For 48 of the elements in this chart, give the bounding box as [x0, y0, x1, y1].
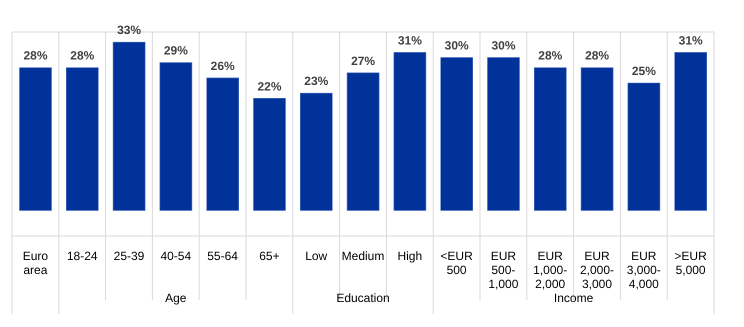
- x-tick-label: 25-39: [114, 249, 145, 263]
- x-tick-label: 40-54: [160, 249, 192, 263]
- x-tick-label: <EUR 500: [440, 249, 474, 277]
- x-tick-label: 65+: [259, 249, 280, 263]
- data-label: 28%: [23, 48, 48, 63]
- bar: [300, 92, 333, 211]
- data-label: 28%: [585, 48, 610, 63]
- x-tick-label: EUR 2,000-3,000: [580, 249, 614, 291]
- data-label: 29%: [164, 44, 188, 58]
- x-tick-label: Euro area: [22, 249, 48, 277]
- bar: [440, 57, 473, 211]
- bar: [580, 67, 614, 211]
- data-label: 28%: [70, 48, 95, 63]
- x-tick-label: >EUR 5,000: [674, 249, 708, 277]
- data-label: 25%: [632, 64, 656, 78]
- x-tick-label: EUR 3,000-4,000: [626, 249, 661, 291]
- x-tick-label: EUR 500-1,000: [488, 249, 519, 291]
- x-tick-label: 18-24: [66, 249, 98, 263]
- data-label: 31%: [678, 33, 704, 48]
- data-label: 31%: [398, 33, 422, 48]
- x-tick-label: Low: [305, 249, 328, 263]
- data-label: 30%: [491, 38, 516, 52]
- bar: [394, 52, 426, 211]
- bar: [206, 78, 239, 211]
- x-tick-label: High: [397, 249, 422, 263]
- data-label: 27%: [351, 54, 376, 68]
- bar: [112, 42, 146, 211]
- text: Income: [554, 291, 594, 305]
- x-tick-label: Medium: [342, 249, 384, 263]
- bar: [160, 62, 192, 211]
- data-label: 23%: [304, 74, 329, 88]
- text: Age: [165, 291, 187, 305]
- data-label: 22%: [257, 79, 282, 94]
- bar: [346, 72, 380, 211]
- data-label: 28%: [538, 48, 563, 63]
- bar: [674, 52, 707, 211]
- bar: [66, 67, 99, 211]
- data-label: 30%: [444, 38, 470, 52]
- text: Education: [336, 291, 390, 305]
- data-label: 26%: [210, 58, 236, 73]
- bar: [628, 82, 660, 211]
- x-tick-label: EUR 1,000-2,000: [533, 249, 568, 291]
- bar: [19, 67, 52, 211]
- bar: [487, 57, 520, 211]
- x-tick-label: 55-64: [207, 249, 238, 263]
- bar: [253, 98, 286, 211]
- data-label: 33%: [117, 23, 142, 38]
- bar: [534, 67, 567, 211]
